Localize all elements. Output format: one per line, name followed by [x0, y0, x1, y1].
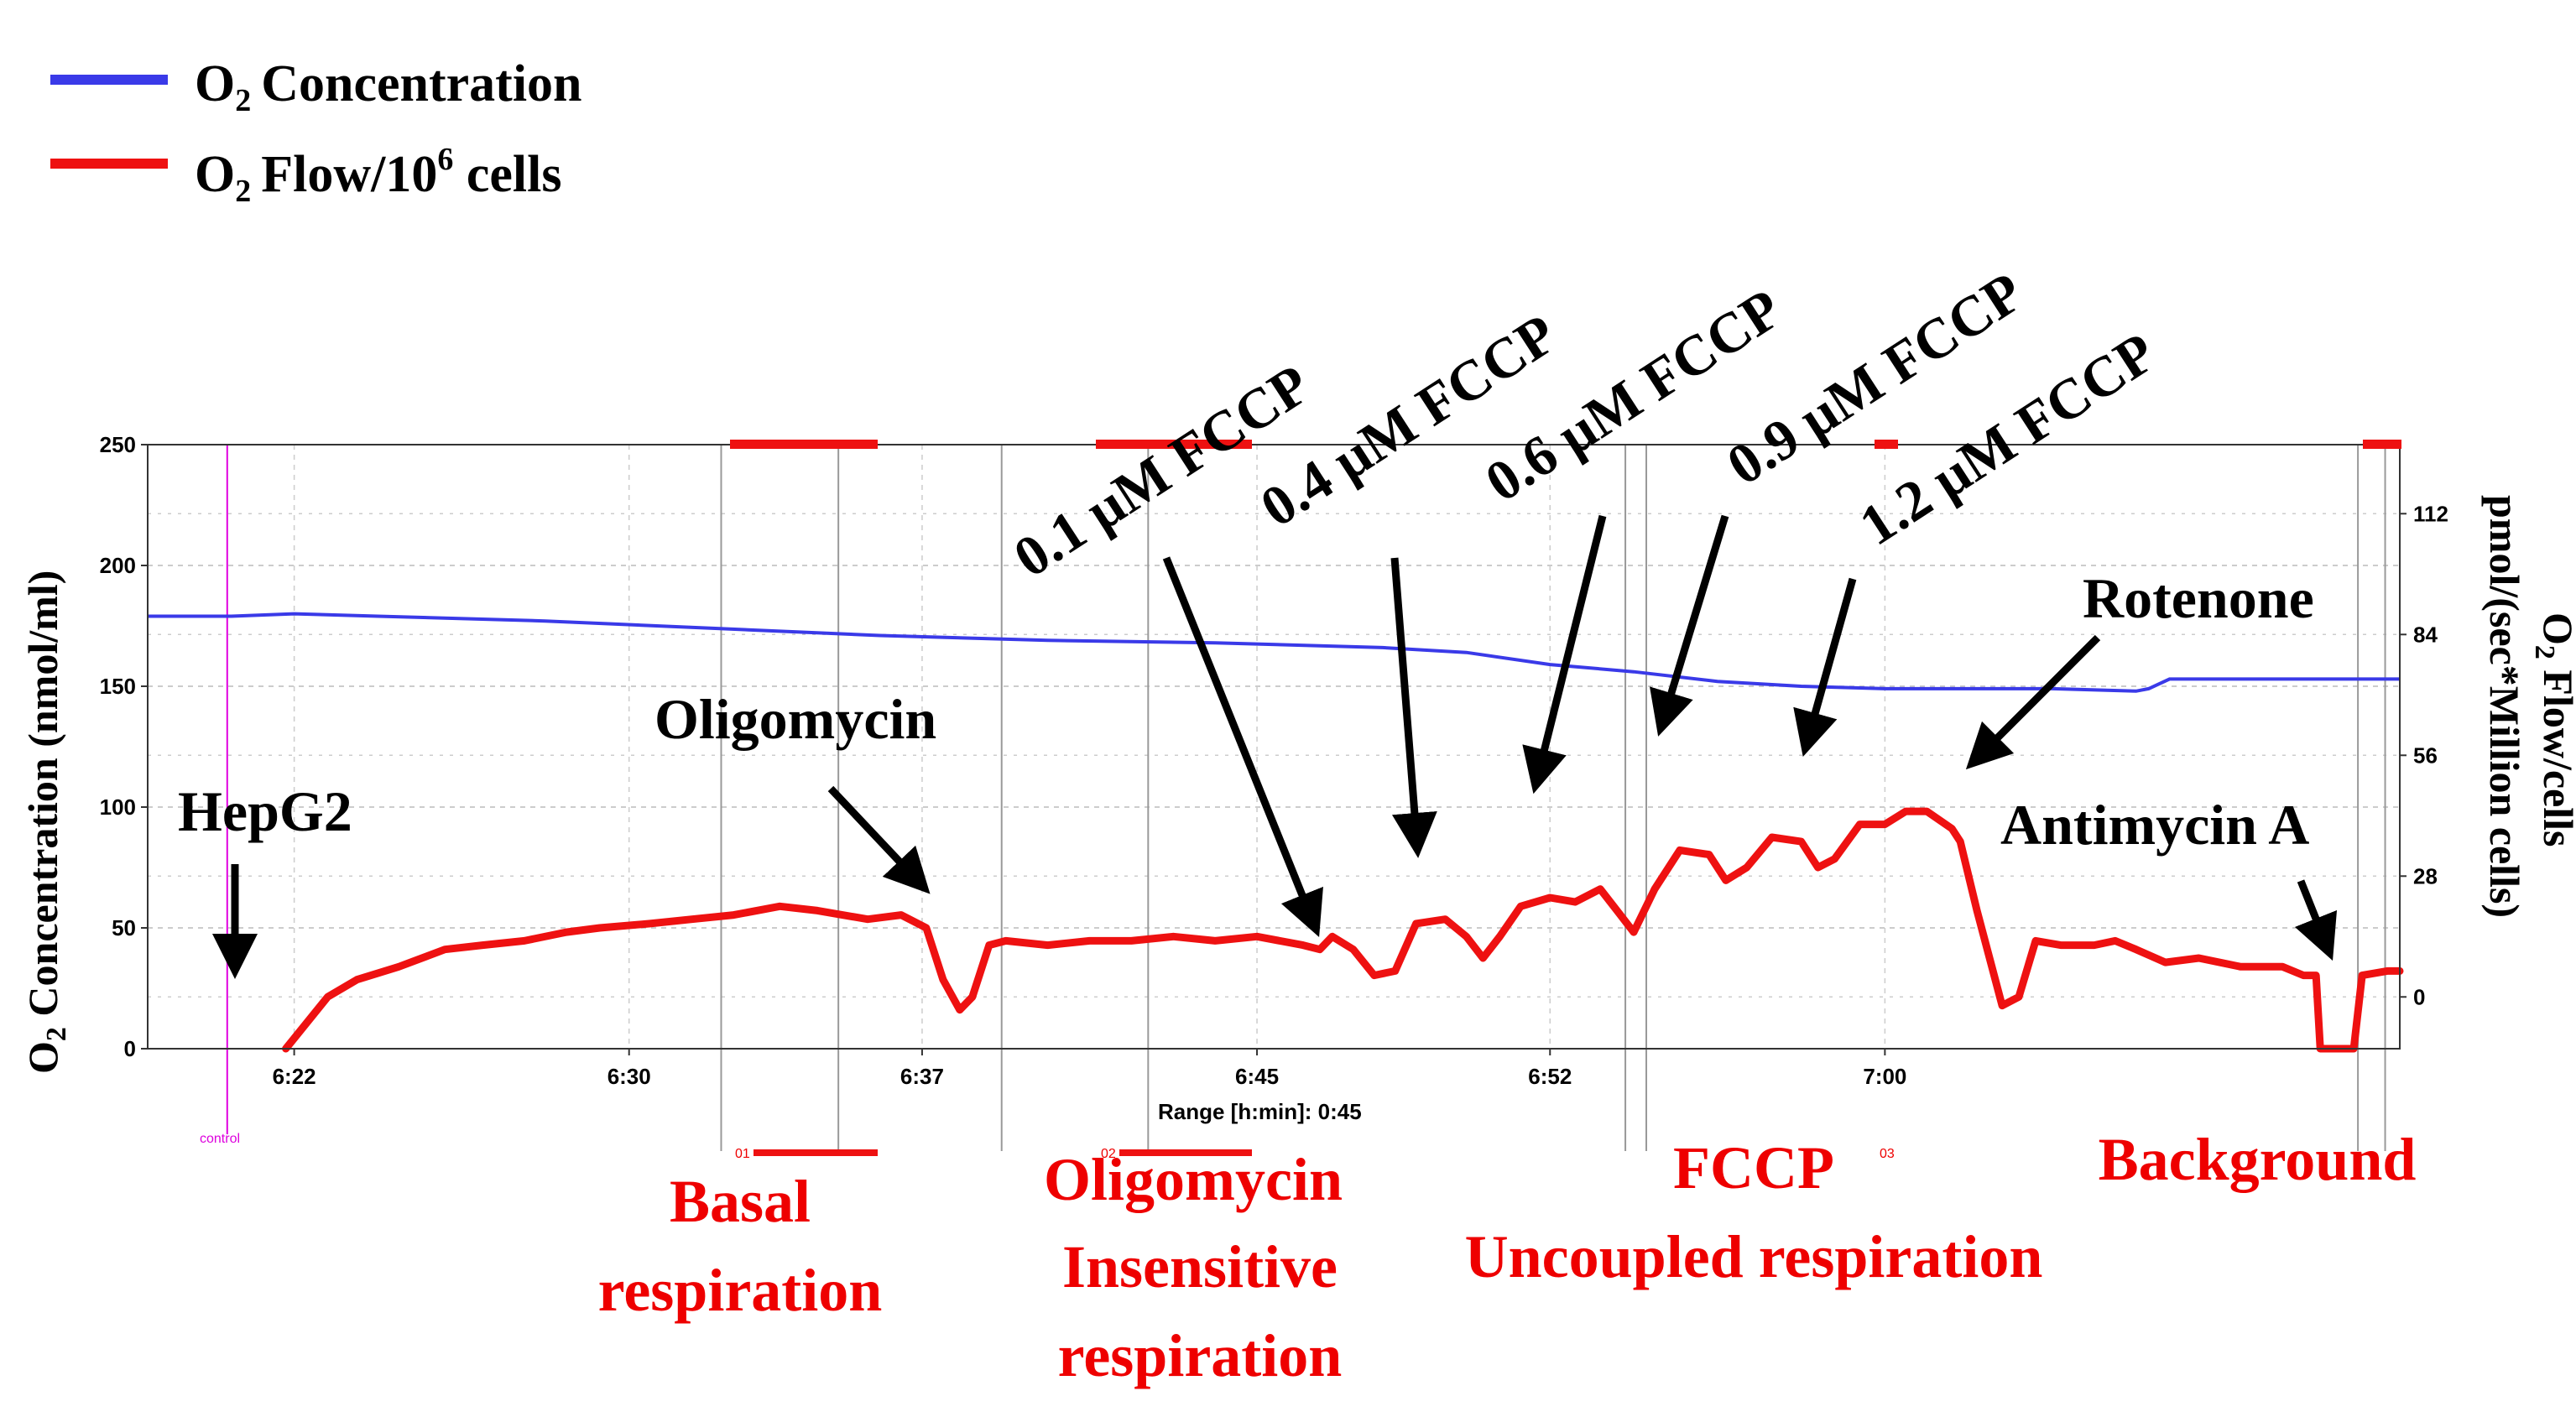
right-tick-label: 28: [2413, 863, 2438, 888]
arrow-fccp-04: [1390, 557, 1437, 858]
region-fccp-line2: Uncoupled respiration: [1465, 1223, 2043, 1290]
x-tick-label: 6:30: [607, 1064, 651, 1089]
top-bar-background: [2363, 440, 2401, 449]
grid: [148, 445, 2400, 1049]
marker-03: 03: [1880, 1147, 1895, 1161]
region-oligo-line3: respiration: [1058, 1322, 1343, 1389]
range-label: Range [h:min]: 0:45: [1158, 1099, 1362, 1124]
annot-oligomycin: Oligomycin: [654, 687, 936, 751]
arrow-fccp-06: [1522, 514, 1607, 794]
legend-conc-label: O2 Concentration: [195, 55, 582, 118]
region-fccp-line1: FCCP: [1673, 1134, 1834, 1201]
arrow-fccp-09: [1650, 514, 1729, 737]
right-tick-label: 84: [2413, 622, 2438, 647]
arrow-fccp-01: [1162, 556, 1323, 938]
region-oligo-line1: Oligomycin: [1044, 1146, 1343, 1213]
left-tick-label: 100: [100, 794, 136, 820]
x-tick-label: 7:00: [1863, 1064, 1906, 1089]
right-axis-ticks: 0 28 56 84 112: [2400, 501, 2448, 1009]
x-tick-label: 6:37: [900, 1064, 944, 1089]
annot-antimycin: Antimycin A: [2000, 793, 2309, 857]
left-tick-label: 250: [100, 432, 136, 457]
left-tick-label: 50: [112, 915, 136, 940]
right-tick-label: 0: [2413, 984, 2425, 1009]
legend: O2 Concentration O2 Flow/106 cells: [50, 55, 582, 209]
arrow-antimycin: [2294, 879, 2338, 961]
selection-bars: 01 02 03 control: [200, 440, 2401, 1161]
x-tick-label: 6:52: [1528, 1064, 1572, 1089]
arrow-rotenone: [1965, 634, 2101, 770]
region-basal-line1: Basal: [670, 1168, 811, 1235]
left-tick-label: 200: [100, 553, 136, 578]
region-basal-line2: respiration: [598, 1257, 883, 1324]
annotations: HepG2 Oligomycin 0.1 μM FCCP 0.4 μM FCCP…: [178, 259, 2338, 979]
left-axis-title: O2 Concentration (nmol/ml): [19, 570, 72, 1074]
marker-02: 02: [1101, 1147, 1116, 1161]
legend-flow-label: O2 Flow/106 cells: [195, 142, 561, 209]
x-tick-label: 6:22: [273, 1064, 316, 1089]
x-axis-ticks: 6:22 6:30 6:37 6:45 6:52 7:00: [273, 1049, 1906, 1089]
bottom-bar-basal: [754, 1149, 878, 1156]
x-tick-label: 6:45: [1235, 1064, 1279, 1089]
marker-01: 01: [735, 1147, 750, 1161]
left-axis-ticks: 0 50 100 150 200 250: [100, 432, 148, 1061]
o2-concentration-line: [148, 612, 2400, 693]
bottom-bar-oligo: [1119, 1149, 1252, 1156]
left-tick-label: 0: [124, 1036, 136, 1061]
top-bar-fccp: [1875, 440, 1898, 449]
annot-hepg2: HepG2: [178, 779, 352, 843]
region-background: Background: [2099, 1126, 2417, 1193]
region-labels: Basal respiration Oligomycin Insensitive…: [598, 1126, 2417, 1389]
region-oligo-line2: Insensitive: [1062, 1233, 1338, 1300]
right-axis-title-line1: O2 Flow/cells: [2529, 612, 2576, 847]
left-tick-label: 150: [100, 674, 136, 699]
right-axis-title-line2: pmol/(sec*Million cells): [2481, 495, 2528, 918]
arrow-oligomycin: [827, 785, 931, 894]
control-label: control: [200, 1132, 240, 1146]
right-tick-label: 56: [2413, 742, 2438, 768]
o2-flow-line: [282, 807, 2404, 1053]
arrow-fccp-12: [1793, 577, 1857, 758]
top-bar-oligo: [1096, 440, 1252, 449]
plot-frame: [147, 444, 2401, 1050]
right-tick-label: 112: [2413, 501, 2448, 526]
top-bar-basal: [730, 440, 878, 449]
annot-rotenone: Rotenone: [2083, 566, 2314, 630]
